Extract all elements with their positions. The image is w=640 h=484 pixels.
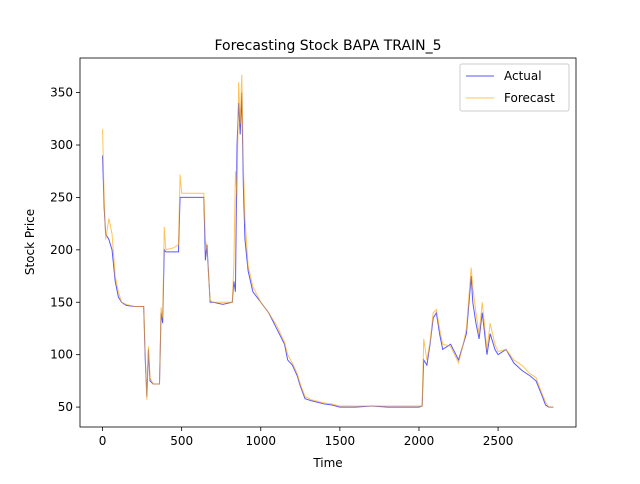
y-tick-label: 300 xyxy=(50,138,73,152)
y-tick-label: 50 xyxy=(58,400,73,414)
x-tick-label: 2500 xyxy=(483,434,514,448)
x-tick-label: 1000 xyxy=(245,434,276,448)
legend-label: Forecast xyxy=(504,91,555,105)
y-tick-label: 250 xyxy=(50,190,73,204)
y-axis-label: Stock Price xyxy=(23,209,37,275)
chart-title: Forecasting Stock BAPA TRAIN_5 xyxy=(214,38,441,54)
plot-area xyxy=(102,74,554,408)
x-tick-label: 0 xyxy=(99,434,107,448)
series-line xyxy=(102,74,554,408)
y-tick-label: 200 xyxy=(50,243,73,257)
y-tick-label: 150 xyxy=(50,295,73,309)
legend-label: Actual xyxy=(504,69,542,83)
legend: Actual Forecast xyxy=(459,63,570,112)
y-tick-label: 100 xyxy=(50,348,73,362)
x-axis-label: Time xyxy=(312,456,342,470)
x-tick-label: 1500 xyxy=(325,434,356,448)
x-tick-label: 2000 xyxy=(404,434,435,448)
axes-frame xyxy=(79,57,577,428)
x-tick-label: 500 xyxy=(170,434,193,448)
y-tick-label: 350 xyxy=(50,86,73,100)
